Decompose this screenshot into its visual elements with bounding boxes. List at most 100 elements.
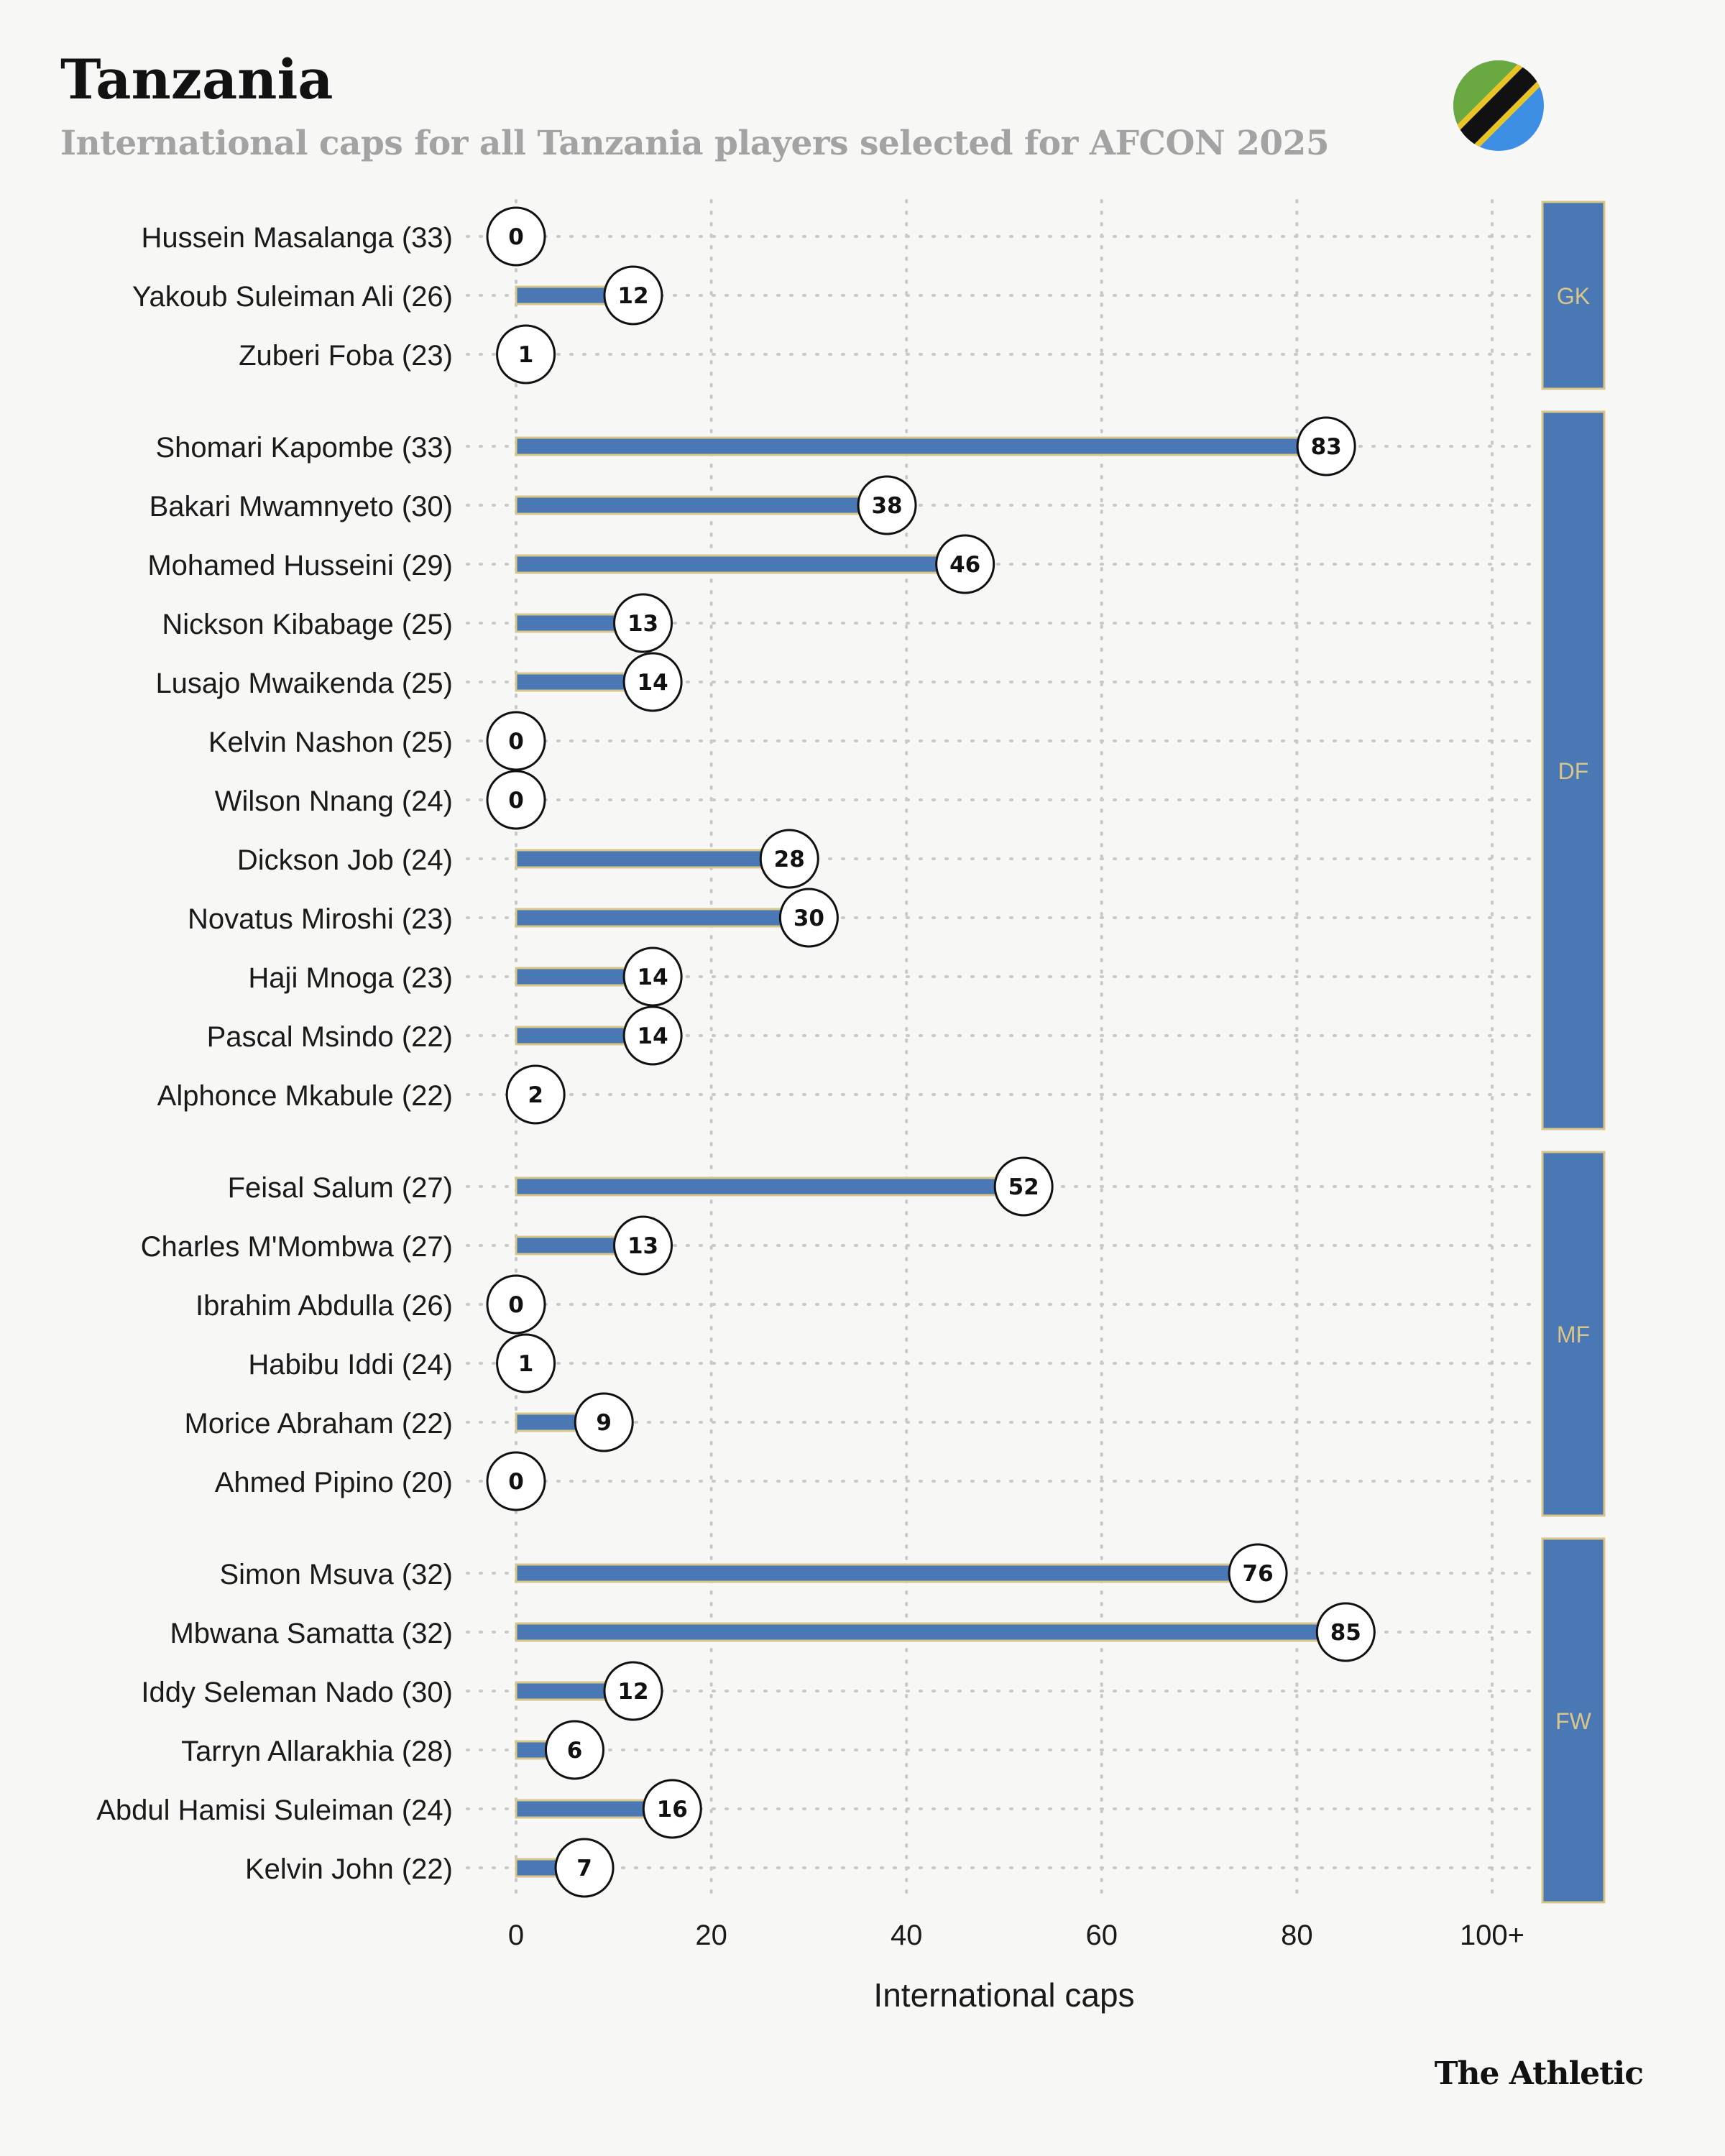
value-circle bbox=[574, 1392, 634, 1452]
data-label: 38 bbox=[871, 493, 902, 519]
player-label: Tarryn Allarakhia (28) bbox=[181, 1736, 453, 1767]
player-label: Morice Abraham (22) bbox=[185, 1408, 453, 1439]
data-label: 28 bbox=[774, 847, 805, 872]
value-circle bbox=[613, 593, 673, 653]
position-label: GK bbox=[1557, 283, 1590, 309]
player-label: Ibrahim Abdulla (26) bbox=[196, 1290, 453, 1322]
player-label: Abdul Hamisi Suleiman (24) bbox=[96, 1795, 453, 1826]
position-label: FW bbox=[1555, 1708, 1592, 1734]
player-label: Pascal Msindo (22) bbox=[207, 1021, 453, 1053]
value-circle bbox=[486, 206, 546, 267]
player-label: Dickson Job (24) bbox=[237, 844, 453, 876]
player-label: Alphonce Mkabule (22) bbox=[157, 1080, 453, 1112]
data-label: 0 bbox=[508, 1292, 524, 1318]
position-band-fw bbox=[1541, 1537, 1606, 1904]
brand-logo: The Athletic bbox=[1434, 2055, 1644, 2092]
position-band-mf bbox=[1541, 1151, 1606, 1517]
data-label: 52 bbox=[1008, 1174, 1039, 1200]
data-label: 14 bbox=[638, 1023, 668, 1049]
bar bbox=[515, 1563, 1259, 1583]
value-circle bbox=[1315, 1602, 1376, 1662]
data-label: 0 bbox=[508, 788, 524, 814]
value-circle bbox=[622, 946, 683, 1007]
player-label: Yakoub Suleiman Ali (26) bbox=[132, 281, 453, 313]
player-label: Charles M'Mombwa (27) bbox=[141, 1231, 453, 1263]
x-tick-label: 100+ bbox=[1460, 1920, 1524, 1951]
value-circle bbox=[603, 1661, 663, 1721]
data-label: 30 bbox=[794, 906, 824, 931]
value-circle bbox=[486, 1451, 546, 1511]
data-label: 85 bbox=[1330, 1620, 1361, 1646]
position-label: MF bbox=[1557, 1322, 1590, 1348]
data-label: 7 bbox=[576, 1856, 592, 1881]
player-label: Simon Msuva (32) bbox=[219, 1559, 453, 1590]
x-tick-label: 80 bbox=[1281, 1920, 1313, 1951]
data-label: 76 bbox=[1243, 1561, 1274, 1587]
tanzania-flag-icon bbox=[1453, 60, 1544, 151]
player-label: Wilson Nnang (24) bbox=[215, 786, 453, 817]
value-circle bbox=[486, 770, 546, 830]
value-circle bbox=[857, 475, 917, 535]
data-label: 2 bbox=[528, 1082, 543, 1108]
bar bbox=[515, 1622, 1347, 1642]
data-label: 1 bbox=[518, 342, 534, 368]
data-label: 9 bbox=[596, 1410, 612, 1436]
player-label: Nickson Kibabage (25) bbox=[162, 609, 453, 640]
value-circle bbox=[1296, 416, 1356, 476]
value-circle bbox=[603, 265, 663, 326]
data-label: 14 bbox=[638, 964, 668, 990]
bar bbox=[515, 1176, 1025, 1197]
data-label: 12 bbox=[617, 283, 648, 309]
data-label: 0 bbox=[508, 1469, 524, 1495]
player-label: Lusajo Mwaikenda (25) bbox=[155, 668, 453, 699]
player-label: Hussein Masalanga (33) bbox=[141, 222, 453, 254]
value-circle bbox=[554, 1838, 615, 1898]
value-circle bbox=[935, 534, 995, 594]
value-circle bbox=[759, 829, 819, 889]
data-label: 0 bbox=[508, 224, 524, 250]
value-circle bbox=[993, 1156, 1054, 1217]
data-label: 12 bbox=[617, 1679, 648, 1705]
value-circle bbox=[544, 1720, 604, 1780]
value-circle bbox=[622, 652, 683, 712]
x-axis-label: International caps bbox=[873, 1976, 1134, 2014]
value-circle bbox=[496, 1333, 556, 1393]
player-label: Zuberi Foba (23) bbox=[239, 340, 453, 372]
position-label: DF bbox=[1558, 758, 1589, 784]
data-label: 0 bbox=[508, 729, 524, 755]
bar bbox=[515, 908, 810, 928]
value-circle bbox=[1228, 1543, 1288, 1603]
data-label: 13 bbox=[627, 611, 658, 637]
data-label: 83 bbox=[1311, 434, 1342, 460]
position-band-df bbox=[1541, 410, 1606, 1130]
data-label: 13 bbox=[627, 1233, 658, 1259]
data-label: 16 bbox=[657, 1797, 688, 1823]
value-circle bbox=[496, 324, 556, 384]
bar bbox=[515, 554, 967, 574]
value-circle bbox=[642, 1779, 702, 1839]
bar bbox=[515, 436, 1328, 456]
player-label: Habibu Iddi (24) bbox=[248, 1349, 453, 1381]
player-label: Kelvin Nashon (25) bbox=[208, 727, 453, 758]
x-tick-label: 60 bbox=[1086, 1920, 1118, 1951]
data-label: 6 bbox=[567, 1738, 583, 1764]
player-label: Mohamed Husseini (29) bbox=[147, 550, 453, 581]
position-band-gk bbox=[1541, 201, 1606, 390]
value-circle bbox=[486, 1274, 546, 1335]
player-label: Iddy Seleman Nado (30) bbox=[141, 1677, 453, 1708]
player-label: Kelvin John (22) bbox=[245, 1853, 453, 1885]
player-label: Bakari Mwamnyeto (30) bbox=[150, 491, 453, 522]
player-label: Mbwana Samatta (32) bbox=[170, 1618, 453, 1649]
bar bbox=[515, 495, 888, 515]
x-tick-label: 40 bbox=[891, 1920, 923, 1951]
data-label: 1 bbox=[518, 1351, 534, 1377]
x-tick-label: 20 bbox=[695, 1920, 727, 1951]
value-circle bbox=[613, 1215, 673, 1276]
chart-title: Tanzania bbox=[60, 47, 334, 111]
bar bbox=[515, 849, 791, 869]
player-label: Haji Mnoga (23) bbox=[248, 962, 453, 994]
value-circle bbox=[622, 1005, 683, 1066]
chart-subtitle: International caps for all Tanzania play… bbox=[60, 124, 1330, 163]
value-circle bbox=[505, 1064, 566, 1125]
